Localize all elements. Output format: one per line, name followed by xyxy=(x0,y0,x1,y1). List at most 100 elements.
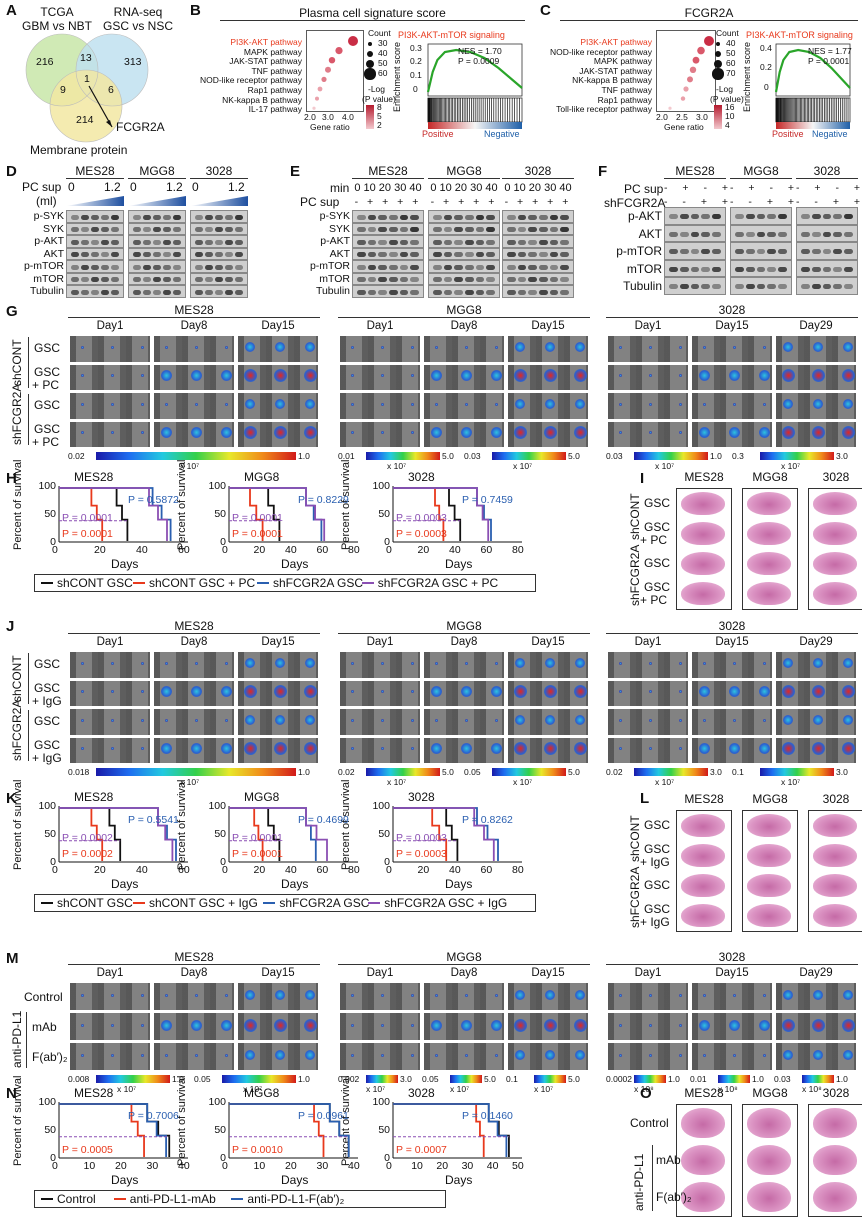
signal-1 xyxy=(728,370,740,382)
signal-1 xyxy=(732,402,736,406)
panelC-xtick-2: 3.0 xyxy=(696,112,708,122)
signal-1 xyxy=(275,342,285,353)
xtick-0-0: 0 xyxy=(52,864,58,876)
panelB-p: P = 0.0009 xyxy=(458,56,500,66)
mouse-image-1-1-3 xyxy=(423,420,505,448)
panelC-xtick-1: 2.5 xyxy=(676,112,688,122)
xtick-0-3: 30 xyxy=(146,1160,159,1172)
signal-2 xyxy=(494,661,498,665)
panelD-blot-0-row-3 xyxy=(66,247,124,260)
colorbar-1-1 xyxy=(492,768,566,776)
curve-blue xyxy=(59,1103,167,1157)
mouse-image-0-1-2 xyxy=(153,708,235,736)
venn-diagram xyxy=(25,33,149,143)
panelE-blot-1-row-4 xyxy=(428,260,500,273)
mouse-image-1-0-0 xyxy=(339,651,421,679)
mouse-image-0-0-0 xyxy=(69,335,151,363)
signal-2 xyxy=(490,1019,502,1031)
signal-2 xyxy=(575,658,585,669)
band xyxy=(549,264,559,270)
mouse-image-0-1-1 xyxy=(153,1012,235,1041)
rank-bar xyxy=(428,122,522,129)
signal-2 xyxy=(841,369,855,383)
band xyxy=(844,214,853,220)
signal-2 xyxy=(410,1053,414,1057)
pathway-label-3: TNF pathway xyxy=(251,65,302,76)
signal-2 xyxy=(224,345,228,349)
panelE-blot-1-row-6 xyxy=(428,285,500,298)
xtick-1-2: 40 xyxy=(285,864,297,876)
band xyxy=(539,214,548,220)
mouse-image-0-2-2 xyxy=(237,392,319,420)
row-label-2: F(ab′)₂ xyxy=(32,1050,68,1064)
scale-min-2-1: 0.1 xyxy=(732,767,744,777)
panelC-p-title-1: -Log xyxy=(716,84,734,94)
band xyxy=(215,277,223,283)
signal-2 xyxy=(220,370,232,382)
signal-0 xyxy=(430,686,442,698)
scale-min-2-2: 0.03 xyxy=(774,1074,791,1084)
mouse-image-1-1-3 xyxy=(423,736,505,764)
band xyxy=(822,266,832,272)
pathway-dot-2 xyxy=(328,57,336,64)
ytick-2-0: 100 xyxy=(372,1096,390,1108)
signal-2 xyxy=(678,747,682,751)
xtick-2-3: 30 xyxy=(461,1160,474,1172)
band xyxy=(101,289,109,295)
mouse-image-1-1-1 xyxy=(423,363,505,391)
brain-section-0-2 xyxy=(681,874,725,897)
xtick-2-1: 10 xyxy=(411,1160,423,1172)
ylabel-0: Percent of survival xyxy=(12,779,24,870)
row-label-3-b: + IgG xyxy=(32,750,62,765)
panelF-blot-1-row-4 xyxy=(730,277,792,295)
signal-0 xyxy=(434,402,438,406)
signal-0 xyxy=(702,993,706,997)
scale-max-1-1: 5.0 xyxy=(568,451,580,461)
band xyxy=(91,252,99,258)
signal-2 xyxy=(140,690,144,694)
day-label-0-1: Day8 xyxy=(180,320,208,332)
brain-section-0-1 xyxy=(681,844,725,867)
panelD-range-end-0: 1.2 xyxy=(104,180,121,194)
signal-0 xyxy=(80,661,84,665)
panelE-blot-0-row-4 xyxy=(352,260,424,273)
band xyxy=(443,252,453,258)
signal-0 xyxy=(245,399,255,410)
signal-0 xyxy=(80,718,84,722)
band xyxy=(153,264,161,270)
band xyxy=(669,266,678,272)
count-label-3: 70 xyxy=(726,68,736,78)
sh1-bracket xyxy=(28,337,29,388)
day-label-1-1: Day8 xyxy=(450,320,478,332)
band xyxy=(507,264,516,270)
signal-0 xyxy=(698,427,710,439)
chart-title-2: 3028 xyxy=(408,1086,435,1100)
brain-section-0-0 xyxy=(681,814,725,837)
panelF-pc-label: PC sup xyxy=(624,182,664,196)
xtick-2-0: 0 xyxy=(386,864,392,876)
band xyxy=(399,214,409,220)
panelD-range-start-1: 0 xyxy=(130,180,137,194)
curve-blue xyxy=(59,487,172,541)
curve-purple xyxy=(393,487,490,541)
pathway-label-6: NK-kappa B pathway xyxy=(222,94,302,105)
brain-section-1-2 xyxy=(747,874,791,897)
signal-1 xyxy=(273,742,287,756)
band xyxy=(357,214,366,220)
mouse-image-1-0-1 xyxy=(339,363,421,391)
panelE-blot-0-row-6 xyxy=(352,285,424,298)
signal-1 xyxy=(545,1050,555,1060)
scale-unit-0-1: x 10⁷ xyxy=(243,1084,263,1094)
survival-plot-2 xyxy=(392,1102,522,1159)
panelB-title: Plasma cell signature score xyxy=(220,6,525,21)
panelE-pc-1: - + + + + xyxy=(430,196,498,208)
band xyxy=(399,264,409,270)
panelE-cell-2: 3028 xyxy=(502,164,574,179)
band xyxy=(235,252,243,258)
panelE-min-label: min xyxy=(330,181,350,195)
day-label-2-0: Day1 xyxy=(634,967,662,979)
xtick-0-2: 40 xyxy=(136,864,148,876)
signal-1 xyxy=(460,1019,472,1031)
cell-title-2: 3028 xyxy=(606,950,858,965)
signal-0 xyxy=(513,742,527,756)
